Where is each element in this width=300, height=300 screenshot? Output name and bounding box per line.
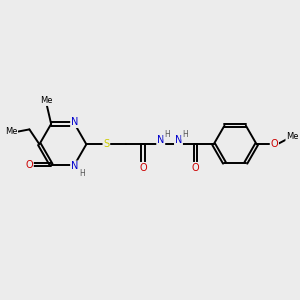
Text: O: O bbox=[139, 163, 147, 173]
Text: Me: Me bbox=[40, 96, 53, 105]
Text: O: O bbox=[25, 160, 33, 170]
Text: N: N bbox=[157, 135, 164, 145]
Text: H: H bbox=[182, 130, 188, 139]
Text: S: S bbox=[103, 139, 110, 149]
Text: Me: Me bbox=[286, 132, 298, 141]
Text: Me: Me bbox=[5, 127, 17, 136]
Text: O: O bbox=[271, 139, 278, 149]
Text: N: N bbox=[175, 135, 182, 145]
Text: N: N bbox=[71, 117, 78, 127]
Text: H: H bbox=[164, 130, 170, 139]
Text: O: O bbox=[191, 163, 199, 173]
Text: N: N bbox=[71, 161, 78, 171]
Text: H: H bbox=[79, 169, 85, 178]
